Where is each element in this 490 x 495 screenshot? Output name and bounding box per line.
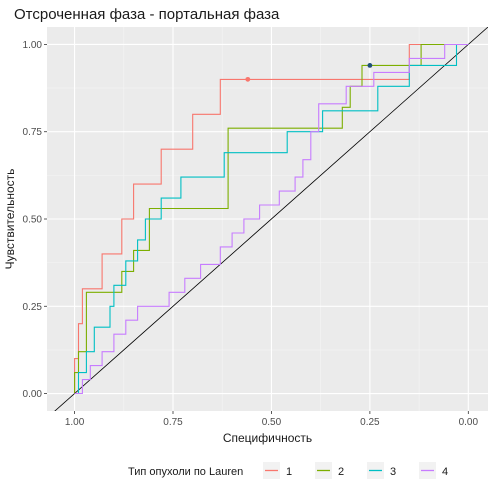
y-tick-label: 0.50 — [23, 215, 43, 226]
chart-title: Отсроченная фаза - портальная фаза — [14, 6, 280, 23]
x-tick-label: 0.00 — [459, 417, 479, 428]
reference-line — [54, 27, 488, 411]
y-tick-label: 0.00 — [23, 389, 43, 400]
legend-title: Тип опухоли по Lauren — [128, 466, 243, 478]
legend: Тип опухоли по Lauren 1 2 3 4 — [128, 462, 448, 479]
legend-items: 1 2 3 4 — [263, 462, 448, 479]
legend-label-2: 2 — [338, 466, 344, 478]
x-axis-title: Специфичность — [223, 431, 312, 445]
legend-label-1: 1 — [286, 466, 292, 478]
roc-line-1 — [74, 43, 445, 394]
x-tick-label: 0.50 — [262, 417, 282, 428]
x-tick-label: 0.75 — [163, 417, 183, 428]
y-axis-title: Чувствительность — [3, 169, 17, 270]
y-tick-label: 0.25 — [23, 302, 43, 313]
reference-diagonal — [54, 27, 488, 411]
x-tick-label: 0.25 — [360, 417, 380, 428]
roc-line-3 — [74, 43, 469, 395]
x-axis-ticks: 1.00 0.75 0.50 0.25 0.00 — [65, 411, 479, 428]
highlight-point-series-1 — [245, 76, 251, 82]
y-tick-label: 0.75 — [23, 127, 43, 138]
y-axis-ticks: 0.00 0.25 0.50 0.75 1.00 — [23, 40, 47, 400]
highlighted-points — [245, 63, 373, 82]
roc-line-2 — [74, 43, 445, 394]
roc-series — [74, 43, 469, 395]
highlight-point-series-3 — [367, 63, 373, 68]
legend-label-4: 4 — [442, 466, 448, 478]
legend-label-3: 3 — [390, 466, 396, 478]
roc-line-4 — [74, 43, 469, 395]
x-tick-label: 1.00 — [65, 417, 85, 428]
y-tick-label: 1.00 — [23, 40, 43, 51]
